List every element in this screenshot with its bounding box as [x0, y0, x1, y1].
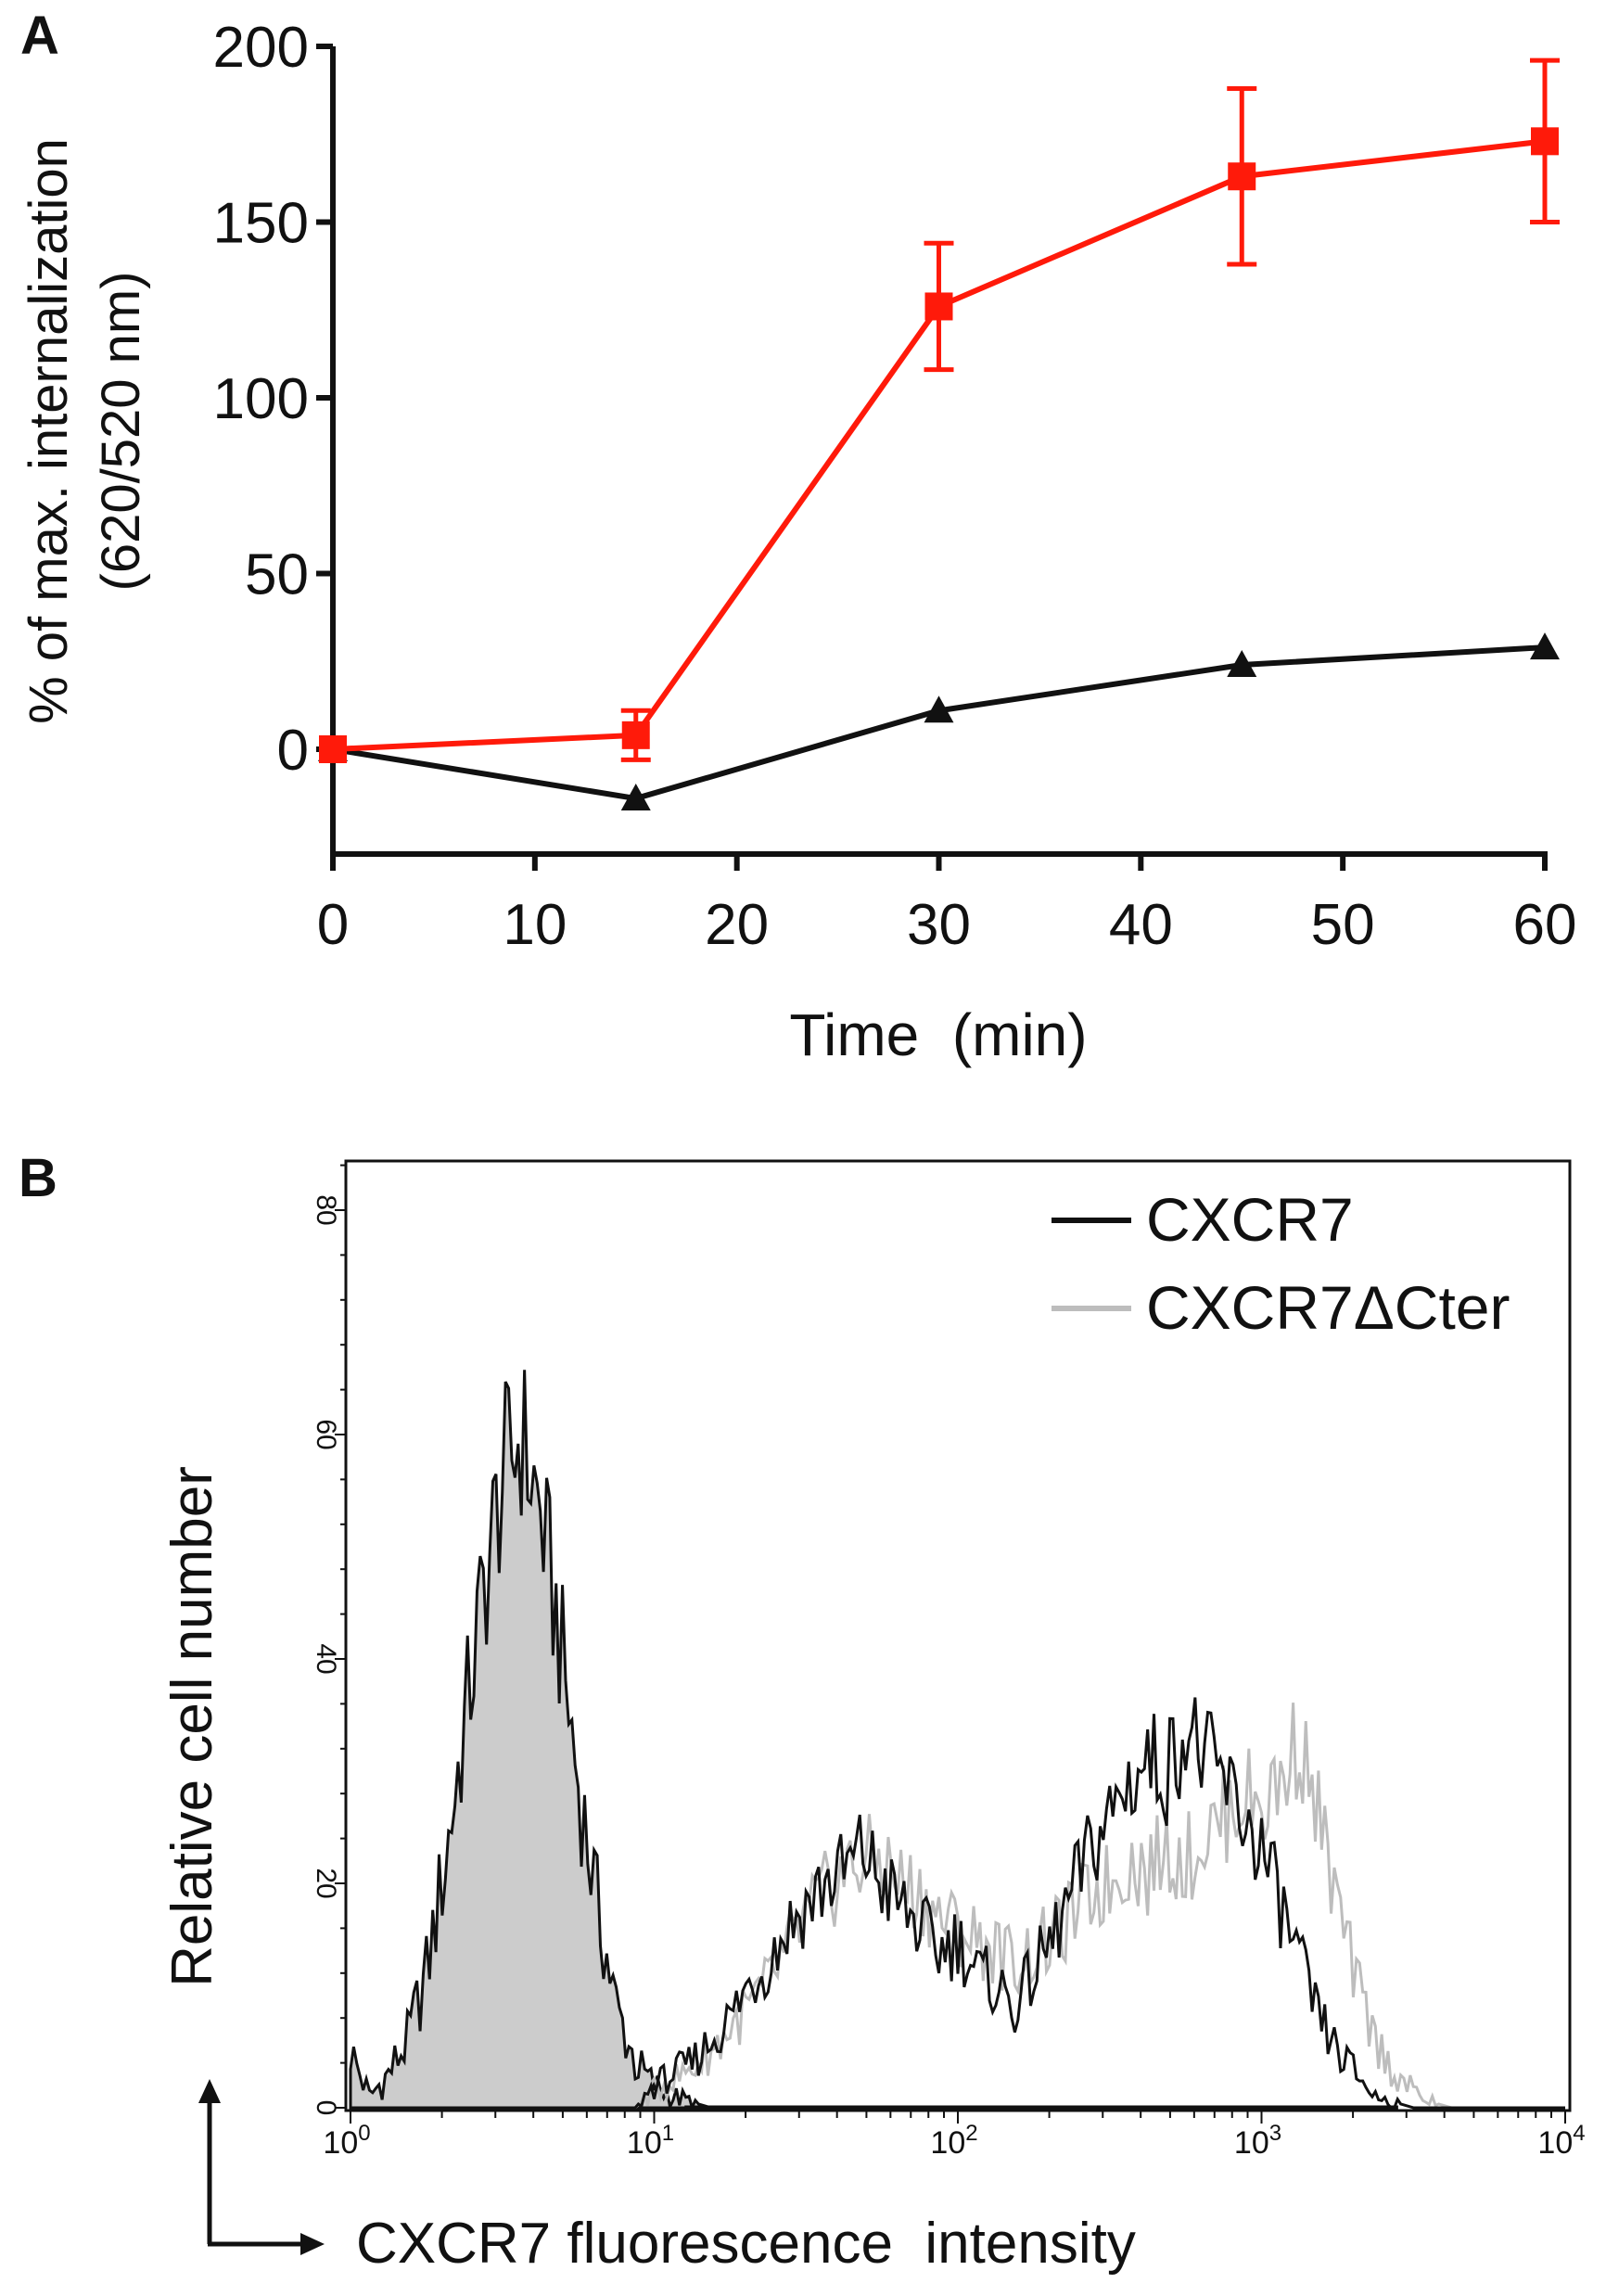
- data-point-square: [1531, 127, 1559, 156]
- y-tick-label: 0: [311, 2100, 341, 2116]
- panel-label-a: A: [20, 6, 59, 66]
- y-tick-label: 200: [213, 16, 309, 80]
- x-tick-label: 10: [503, 893, 567, 957]
- data-point-square: [319, 735, 347, 763]
- y-tick-label: 0: [277, 719, 309, 783]
- legend: CXCR7 CXCR7ΔCter: [1052, 1185, 1510, 1342]
- x-tick-label: 60: [1513, 893, 1577, 957]
- x-tick-label: 50: [1311, 893, 1375, 957]
- panel-b-chart: Relative cell number CXCR7 fluorescence …: [160, 1159, 1586, 2276]
- y-tick-label: 60: [311, 1419, 341, 1449]
- y-tick-label: 80: [311, 1194, 341, 1225]
- tick-exponent: 3: [1269, 2121, 1281, 2146]
- tick-base: 10: [1234, 2125, 1269, 2161]
- data-point-triangle: [1227, 650, 1257, 678]
- legend-label-cxcr7-dcter: CXCR7ΔCter: [1146, 1273, 1510, 1342]
- x-tick-label: 40: [1109, 893, 1173, 957]
- x-tick-label: 103: [1234, 2121, 1281, 2161]
- x-tick-label: 100: [323, 2121, 370, 2161]
- x-tick-label: 0: [317, 893, 349, 957]
- tick-base: 10: [1537, 2125, 1573, 2161]
- panel-a-xlabel: Time (min): [789, 1001, 1087, 1068]
- data-point-triangle: [620, 784, 651, 811]
- y-tick-label: 40: [311, 1643, 341, 1674]
- panel-b-xlabel: CXCR7 fluorescence intensity: [356, 2212, 1136, 2276]
- panel-label-b: B: [19, 1148, 57, 1208]
- control-histogram: [349, 1370, 744, 2112]
- tick-base: 10: [627, 2125, 662, 2161]
- legend-label-cxcr7: CXCR7: [1146, 1185, 1354, 1254]
- y-tick-label: 150: [213, 192, 309, 256]
- y-tick-label: 100: [213, 367, 309, 431]
- tick-base: 10: [323, 2125, 358, 2161]
- data-point-square: [621, 721, 650, 749]
- panel-a-chart: % of max. internalization (620/520 nm) T…: [19, 16, 1576, 1068]
- panel-a-ylabel-units: (620/520 nm): [91, 272, 151, 592]
- tick-exponent: 1: [662, 2121, 674, 2146]
- x-tick-label: 104: [1537, 2121, 1585, 2161]
- tick-exponent: 4: [1573, 2121, 1585, 2146]
- panel-b-ylabel: Relative cell number: [160, 1466, 224, 1987]
- x-tick-label: 101: [627, 2121, 674, 2161]
- panel-a-ylabel: % of max. internalization: [19, 138, 79, 724]
- y-tick-label: 50: [245, 543, 309, 607]
- x-tick-label: 20: [705, 893, 769, 957]
- data-point-square: [1228, 162, 1256, 191]
- tick-base: 10: [930, 2125, 965, 2161]
- histogram-cxcr7: [351, 1697, 1565, 2110]
- series-line: [332, 644, 1546, 802]
- x-tick-label: 102: [930, 2121, 977, 2161]
- x-tick-label: 30: [907, 893, 971, 957]
- tick-exponent: 2: [965, 2121, 977, 2146]
- data-point-triangle: [924, 695, 954, 723]
- y-tick-label: 20: [311, 1868, 341, 1898]
- axis-direction-arrows: [198, 2079, 325, 2255]
- tick-exponent: 0: [358, 2121, 370, 2146]
- data-point-triangle: [1530, 632, 1560, 660]
- data-point-square: [924, 292, 953, 321]
